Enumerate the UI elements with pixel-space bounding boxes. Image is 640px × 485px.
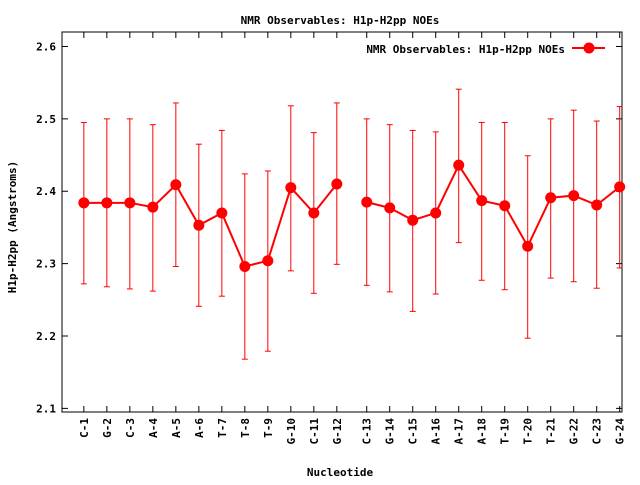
data-point [216,207,228,219]
data-point [308,207,320,219]
data-point [407,214,419,226]
y-tick-label: 2.2 [36,330,56,343]
x-tick-label: G-24 [614,418,627,445]
data-point [522,240,534,252]
plot-frame [61,31,623,413]
data-point [262,255,274,267]
x-tick-label: G-12 [331,418,344,445]
chart-title: NMR Observables: H1p-H2pp NOEs [241,14,440,27]
x-tick-label: C-3 [124,418,137,438]
x-tick-label: T-21 [545,418,558,445]
data-point [568,190,580,202]
x-tick-label: C-11 [308,418,321,445]
series [78,88,626,360]
data-point [499,200,511,212]
data-point [78,197,90,209]
data-point [124,197,136,209]
data-point [614,181,626,193]
x-tick-label: A-5 [170,418,183,438]
legend-label: NMR Observables: H1p-H2pp NOEs [366,43,565,56]
data-point [331,178,343,190]
data-point [147,201,159,213]
data-point [361,196,373,208]
y-tick-label: 2.1 [36,402,56,415]
data-point [591,199,603,211]
x-tick-label: C-15 [407,418,420,445]
data-point [193,219,205,231]
x-tick-label: C-23 [591,418,604,445]
data-point [101,197,113,209]
data-point [545,192,557,204]
x-tick-label: A-4 [147,418,160,438]
legend: NMR Observables: H1p-H2pp NOEs [366,42,605,56]
x-tick-label: T-19 [499,418,512,445]
data-point [170,179,182,191]
x-tick-label: A-16 [430,418,443,445]
legend-marker [583,42,595,54]
data-point [285,182,297,194]
x-tick-label: G-10 [285,418,298,445]
x-tick-label: C-1 [78,418,91,438]
x-tick-label: G-14 [384,418,397,445]
series-line [366,163,621,249]
data-point [239,261,251,273]
y-tick-label: 2.3 [36,258,56,271]
x-tick-label: T-20 [522,418,535,445]
data-point [453,159,465,171]
data-point [430,207,442,219]
axes: 2.1 2.2 2.3 2.4 2.5 2.6 C-1 G-2 C-3 A-4 A-5 A-6 T-7 T… [36,32,627,445]
x-tick-label: G-2 [101,418,114,438]
x-tick-label: T-9 [262,418,275,438]
y-tick-label: 2.5 [36,113,56,126]
x-tick-label: T-8 [239,418,252,438]
x-tick-label: T-7 [216,418,229,438]
series-line [83,183,338,268]
data-point [476,195,488,207]
y-tick-label: 2.6 [36,40,56,53]
x-tick-label: C-13 [361,418,374,445]
data-point [384,202,396,214]
y-tick-label: 2.4 [36,185,56,198]
x-tick-label: G-22 [568,418,581,445]
x-axis-label: Nucleotide [307,466,374,479]
y-axis-label: H1p-H2pp (Angstroms) [6,161,19,293]
x-tick-label: A-6 [193,418,206,438]
x-tick-label: A-18 [476,418,489,445]
x-tick-label: A-17 [453,418,466,445]
